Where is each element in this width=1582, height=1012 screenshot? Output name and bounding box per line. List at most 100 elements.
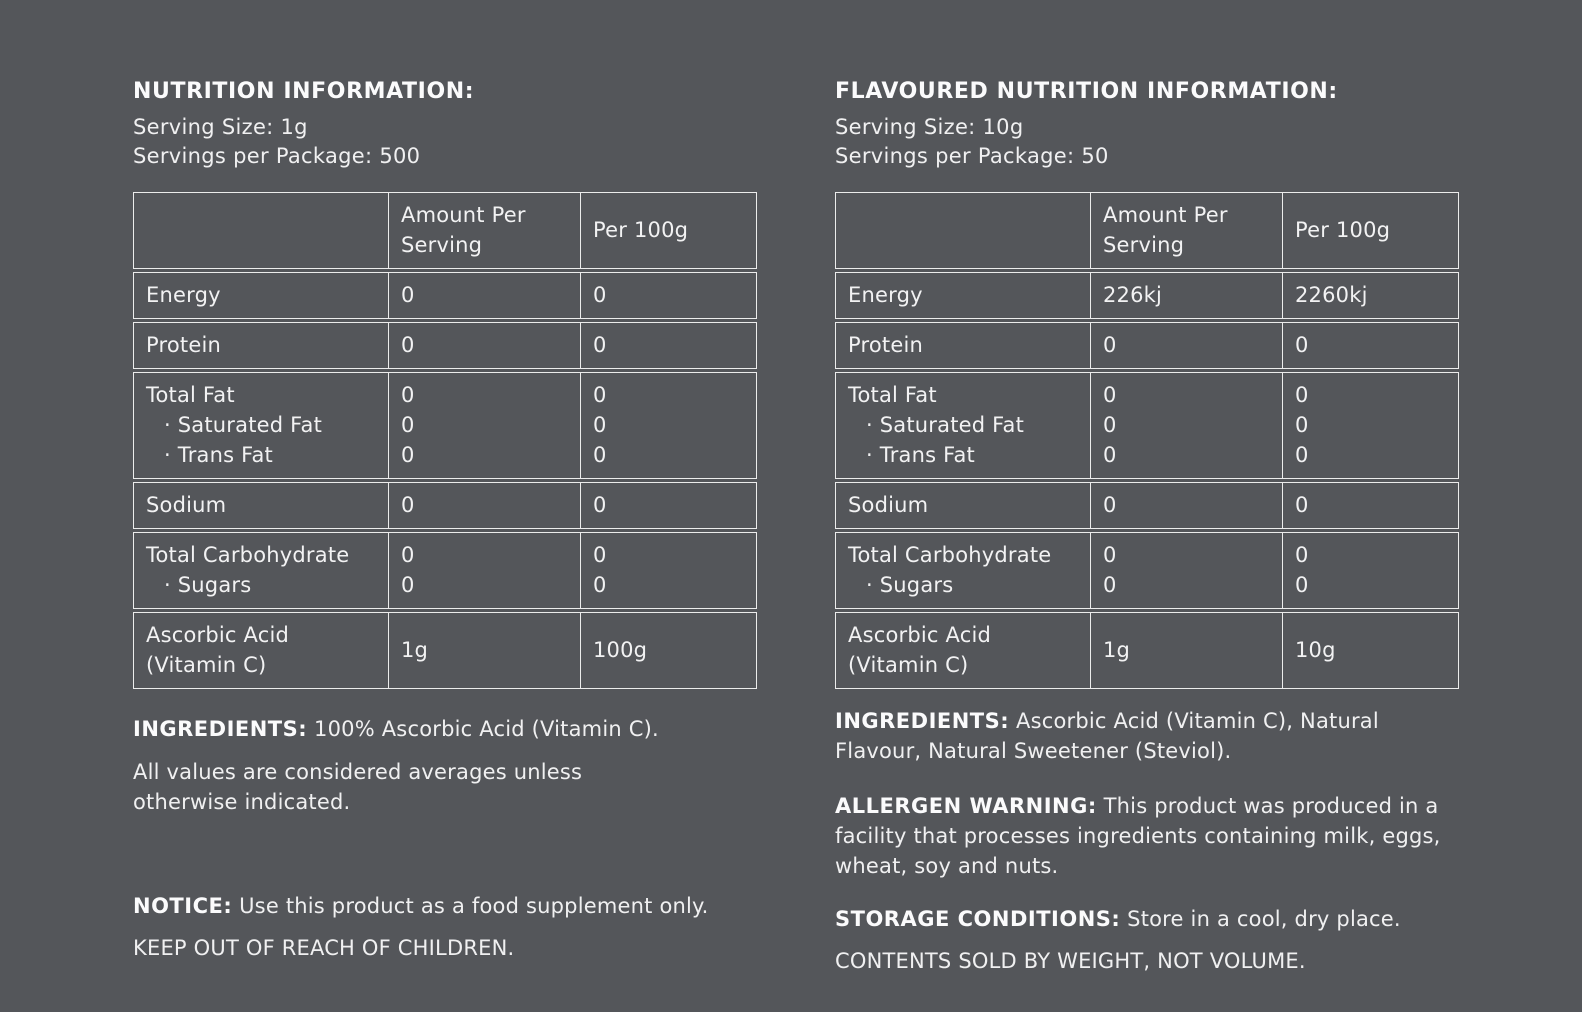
row-sublabel: · Trans Fat <box>164 443 273 467</box>
table-row-total-fat: Total Fat · Saturated Fat · Trans Fat 0 … <box>133 372 757 479</box>
table-row-energy: Energy 226kj 2260kj <box>835 272 1459 319</box>
header-blank-cell <box>134 193 388 268</box>
averages-note: All values are considered averages unles… <box>133 760 583 814</box>
header-amount-cell: Amount Per Serving <box>1090 193 1282 268</box>
amount-value: 0 <box>401 443 415 467</box>
per100-value: 10g <box>1295 638 1336 662</box>
row-label: Total Fat <box>848 383 937 407</box>
per100-value: 0 <box>593 283 607 307</box>
row-sublabel: · Sugars <box>866 573 954 597</box>
row-label: Total Fat <box>146 383 235 407</box>
table-row-protein: Protein 0 0 <box>835 322 1459 369</box>
ingredients-label: INGREDIENTS: <box>133 717 308 741</box>
row-label: Protein <box>848 333 924 357</box>
notice-text: Use this product as a food supplement on… <box>232 894 709 918</box>
notice-note: NOTICE: Use this product as a food suppl… <box>133 891 757 921</box>
row-label: Energy <box>848 283 923 307</box>
amount-value: 0 <box>401 543 415 567</box>
table-row-ascorbic-acid: Ascorbic Acid (Vitamin C) 1g 10g <box>835 612 1459 689</box>
amount-value: 0 <box>401 283 415 307</box>
per100-value: 0 <box>593 543 607 567</box>
per100-value: 2260kj <box>1295 283 1368 307</box>
per100-value: 0 <box>593 383 607 407</box>
notice-label: NOTICE: <box>133 894 233 918</box>
table-row-protein: Protein 0 0 <box>133 322 757 369</box>
allergen-warning-text: This product was produced in a facility … <box>835 794 1441 878</box>
amount-value: 0 <box>401 493 415 517</box>
per100-value: 0 <box>593 493 607 517</box>
table-row-ascorbic-acid: Ascorbic Acid (Vitamin C) 1g 100g <box>133 612 757 689</box>
row-sublabel: · Saturated Fat <box>866 413 1025 437</box>
amount-value: 0 <box>1103 383 1117 407</box>
amount-value: 0 <box>1103 543 1117 567</box>
per100-value: 0 <box>593 333 607 357</box>
per100-value: 0 <box>1295 413 1309 437</box>
plain-nutrition-panel: NUTRITION INFORMATION: Serving Size: 1g … <box>133 78 757 963</box>
row-label: Protein <box>146 333 222 357</box>
per100-value: 0 <box>1295 443 1309 467</box>
row-label: Ascorbic Acid <box>848 623 992 647</box>
panel-title: NUTRITION INFORMATION: <box>133 79 475 104</box>
header-blank-cell <box>836 193 1090 268</box>
amount-value: 0 <box>1103 333 1117 357</box>
per100-value: 0 <box>593 573 607 597</box>
amount-value: 226kj <box>1103 283 1163 307</box>
serving-size: Serving Size: 1g <box>133 115 308 139</box>
table-header-row: Amount Per Serving Per 100g <box>835 192 1459 269</box>
row-label: Total Carbohydrate <box>146 543 350 567</box>
storage-conditions-label: STORAGE CONDITIONS: <box>835 907 1121 931</box>
amount-value: 1g <box>401 638 429 662</box>
amount-value: 0 <box>1103 493 1117 517</box>
table-header-row: Amount Per Serving Per 100g <box>133 192 757 269</box>
table-row-sodium: Sodium 0 0 <box>133 482 757 529</box>
ingredients-note: INGREDIENTS: 100% Ascorbic Acid (Vitamin… <box>133 714 757 744</box>
per100-value: 0 <box>1295 333 1309 357</box>
contents-sold-note: CONTENTS SOLD BY WEIGHT, NOT VOLUME. <box>835 949 1306 973</box>
table-row-sodium: Sodium 0 0 <box>835 482 1459 529</box>
row-label: Ascorbic Acid <box>146 623 290 647</box>
row-label: Energy <box>146 283 221 307</box>
header-amount-cell: Amount Per Serving <box>388 193 580 268</box>
allergen-warning-label: ALLERGEN WARNING: <box>835 794 1097 818</box>
table-row-carbohydrate: Total Carbohydrate · Sugars 0 0 0 0 <box>133 532 757 609</box>
per100-value: 0 <box>1295 383 1309 407</box>
per100-value: 0 <box>1295 493 1309 517</box>
row-label: Sodium <box>146 493 227 517</box>
amount-value: 0 <box>1103 413 1117 437</box>
per100-value: 0 <box>593 413 607 437</box>
ingredients-label: INGREDIENTS: <box>835 709 1010 733</box>
nutrition-table: Amount Per Serving Per 100g Energy 0 0 P… <box>133 192 757 689</box>
per100-value: 0 <box>1295 573 1309 597</box>
row-sublabel: · Saturated Fat <box>164 413 323 437</box>
per100-value: 100g <box>593 638 648 662</box>
amount-value: 0 <box>1103 573 1117 597</box>
table-row-total-fat: Total Fat · Saturated Fat · Trans Fat 0 … <box>835 372 1459 479</box>
serving-size: Serving Size: 10g <box>835 115 1024 139</box>
row-label: Total Carbohydrate <box>848 543 1052 567</box>
ingredients-text: 100% Ascorbic Acid (Vitamin C). <box>307 717 659 741</box>
amount-value: 0 <box>401 573 415 597</box>
row-label: (Vitamin C) <box>146 653 267 677</box>
row-sublabel: · Sugars <box>164 573 252 597</box>
servings-per-package: Servings per Package: 50 <box>835 144 1109 168</box>
ingredients-text: Ascorbic Acid (Vitamin C), Natural Flavo… <box>835 709 1379 763</box>
row-label: Sodium <box>848 493 929 517</box>
table-row-carbohydrate: Total Carbohydrate · Sugars 0 0 0 0 <box>835 532 1459 609</box>
panel-title: FLAVOURED NUTRITION INFORMATION: <box>835 79 1338 104</box>
amount-value: 1g <box>1103 638 1131 662</box>
flavoured-nutrition-panel: FLAVOURED NUTRITION INFORMATION: Serving… <box>835 78 1459 976</box>
servings-per-package: Servings per Package: 500 <box>133 144 421 168</box>
amount-value: 0 <box>1103 443 1117 467</box>
per100-value: 0 <box>593 443 607 467</box>
storage-conditions-text: Store in a cool, dry place. <box>1120 907 1401 931</box>
header-per100-cell: Per 100g <box>580 193 756 268</box>
ingredients-note: INGREDIENTS: Ascorbic Acid (Vitamin C), … <box>835 706 1459 766</box>
allergen-warning-note: ALLERGEN WARNING: This product was produ… <box>835 791 1459 881</box>
table-row-energy: Energy 0 0 <box>133 272 757 319</box>
storage-conditions-note: STORAGE CONDITIONS: Store in a cool, dry… <box>835 904 1459 934</box>
amount-value: 0 <box>401 413 415 437</box>
per100-value: 0 <box>1295 543 1309 567</box>
header-per100-cell: Per 100g <box>1282 193 1458 268</box>
nutrition-table: Amount Per Serving Per 100g Energy 226kj… <box>835 192 1459 689</box>
